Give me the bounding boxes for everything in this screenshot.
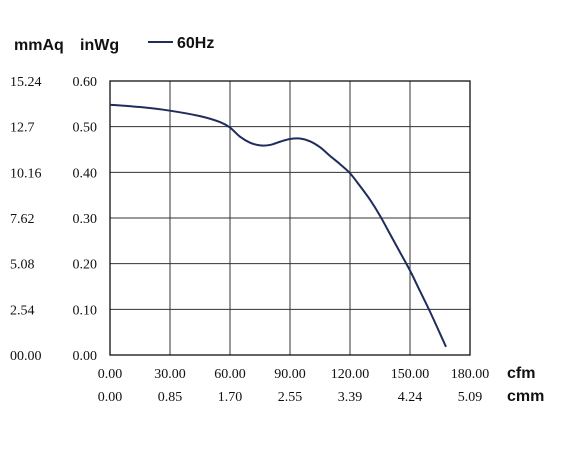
y2-tick-label: 2.54 (10, 303, 35, 318)
y-tick-label: 0.30 (73, 212, 98, 227)
plot-border (109, 80, 471, 356)
x-tick-label: 60.00 (214, 367, 246, 382)
x-tick-label: 30.00 (154, 367, 186, 382)
y-unit-label: inWg (80, 37, 119, 54)
y2-tick-label: 00.00 (10, 349, 42, 364)
y-tick-label: 0.00 (73, 349, 98, 364)
series-line-60hz (109, 103, 447, 348)
x2-tick-label: 2.55 (278, 390, 303, 405)
x-tick-label: 150.00 (391, 367, 430, 382)
x2-tick-label: 1.70 (218, 390, 243, 405)
y-tick-label: 0.20 (73, 258, 98, 273)
y2-tick-label: 12.7 (10, 121, 35, 136)
y-tick-label: 0.50 (73, 121, 98, 136)
legend-label-60hz: 60Hz (177, 35, 214, 52)
x2-unit-label: cmm (507, 388, 544, 405)
y2-tick-labels: 00.00 2.54 5.08 7.62 10.16 12.7 15.24 (10, 75, 42, 364)
legend: 60Hz (148, 35, 214, 52)
x-tick-labels: 0.00 30.00 60.00 90.00 120.00 150.00 180.00 (98, 367, 490, 382)
x2-tick-label: 5.09 (458, 390, 483, 405)
x-tick-label: 120.00 (331, 367, 370, 382)
y-tick-label: 0.10 (73, 303, 98, 318)
x2-tick-label: 3.39 (338, 390, 363, 405)
x-tick-label: 180.00 (451, 367, 490, 382)
y2-tick-label: 10.16 (10, 166, 42, 181)
x-tick-label: 90.00 (274, 367, 306, 382)
y2-tick-label: 5.08 (10, 258, 35, 273)
plot-frame (109, 80, 471, 356)
y2-tick-label: 15.24 (10, 75, 42, 90)
y2-unit-label: mmAq (14, 37, 64, 54)
x2-tick-labels: 0.00 0.85 1.70 2.55 3.39 4.24 5.09 (98, 390, 483, 405)
y-tick-labels: 0.00 0.10 0.20 0.30 0.40 0.50 0.60 (73, 75, 98, 364)
x2-tick-label: 4.24 (398, 390, 423, 405)
x2-tick-label: 0.85 (158, 390, 183, 405)
grid (110, 81, 470, 355)
x-unit-label: cfm (507, 365, 535, 382)
y-tick-label: 0.60 (73, 75, 98, 90)
y2-tick-label: 7.62 (10, 212, 35, 227)
series-layer (109, 103, 447, 348)
y-tick-label: 0.40 (73, 166, 98, 181)
x2-tick-label: 0.00 (98, 390, 123, 405)
x-tick-label: 0.00 (98, 367, 123, 382)
